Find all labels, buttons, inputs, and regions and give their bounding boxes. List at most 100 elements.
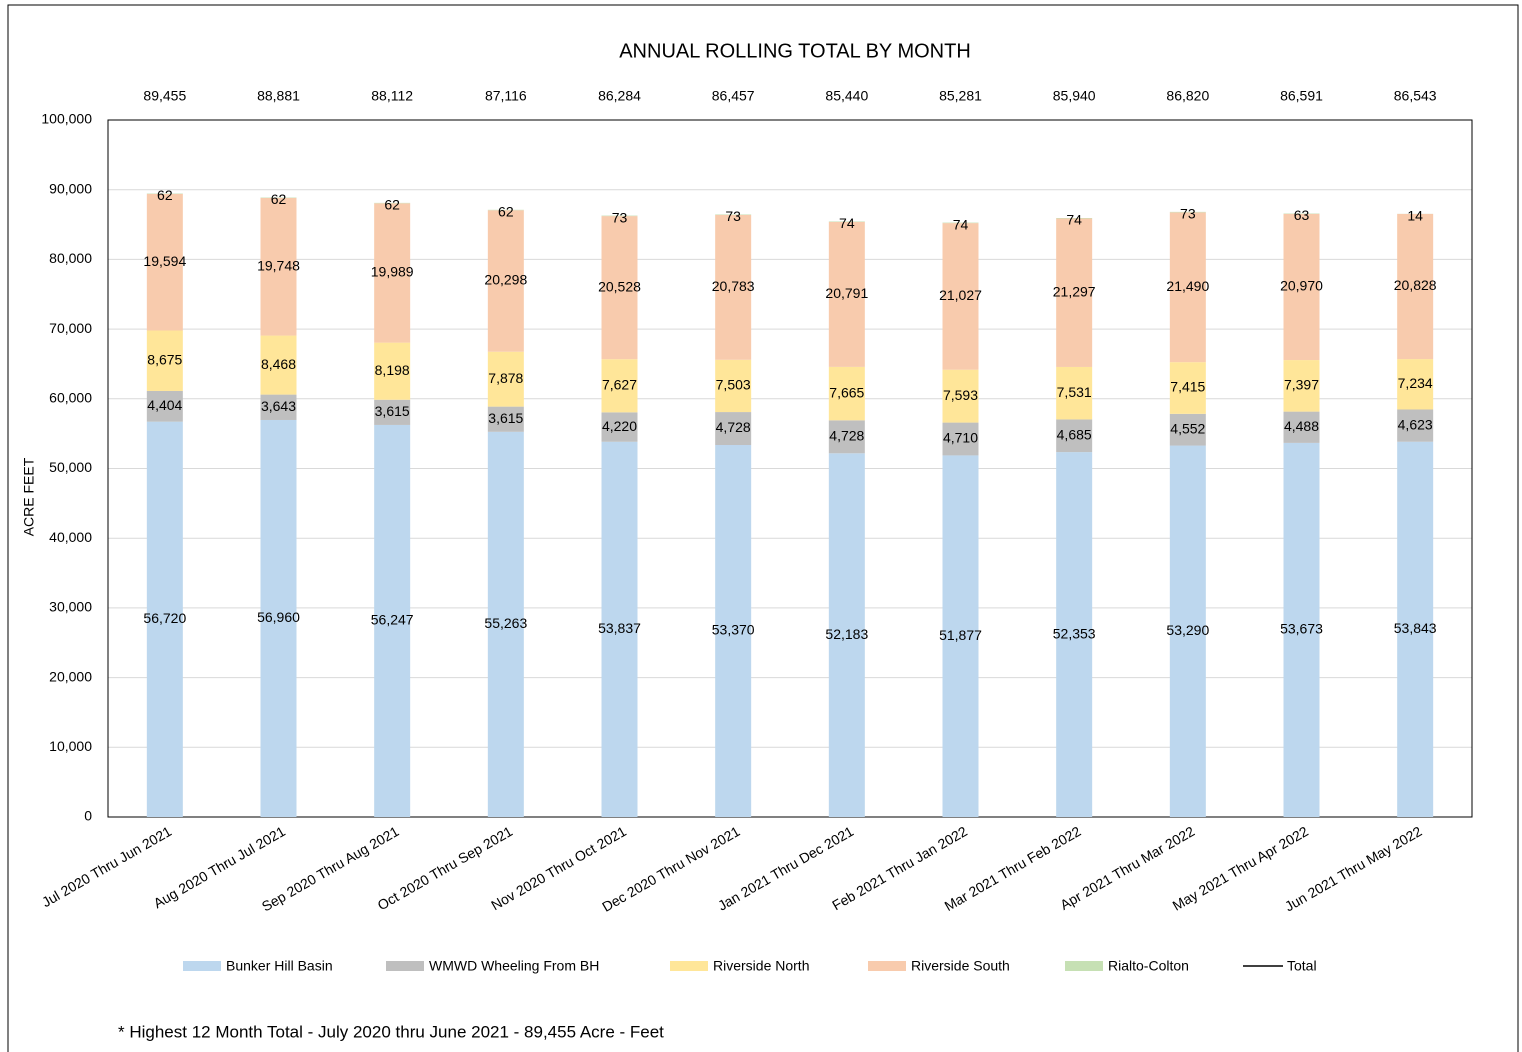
bar-segment xyxy=(1283,360,1320,412)
bar-segment xyxy=(828,221,865,222)
bar-segment xyxy=(942,222,979,224)
data-label: 73 xyxy=(612,209,628,225)
data-label: 4,728 xyxy=(716,419,751,435)
data-label: 7,234 xyxy=(1398,375,1433,391)
y-tick-label: 50,000 xyxy=(49,459,92,475)
data-label: 8,675 xyxy=(147,351,182,367)
bar-segment xyxy=(828,420,865,454)
bar-segment xyxy=(1169,362,1206,414)
data-label: 14 xyxy=(1407,208,1423,224)
legend-swatch xyxy=(386,961,424,971)
y-tick-label: 40,000 xyxy=(49,529,92,545)
y-tick-label: 90,000 xyxy=(49,180,92,196)
bar-segment xyxy=(260,335,297,395)
bar-segment xyxy=(828,453,865,817)
data-label: 20,970 xyxy=(1280,278,1323,294)
bar-segment xyxy=(601,412,638,442)
data-label: 53,843 xyxy=(1394,620,1437,636)
data-label: 20,298 xyxy=(484,272,527,288)
data-label: 21,027 xyxy=(939,287,982,303)
total-label: 85,940 xyxy=(1053,88,1096,104)
y-tick-label: 70,000 xyxy=(49,320,92,336)
data-label: 4,488 xyxy=(1284,418,1319,434)
total-label: 89,455 xyxy=(143,88,186,104)
bar-segment xyxy=(374,399,411,425)
data-label: 73 xyxy=(1180,206,1196,222)
data-label: 62 xyxy=(271,191,287,207)
bar-segment xyxy=(942,223,979,370)
bar-segment xyxy=(1397,213,1434,360)
data-label: 20,791 xyxy=(825,285,868,301)
bar-segment xyxy=(1056,217,1093,219)
y-tick-label: 0 xyxy=(84,808,92,824)
legend-swatch xyxy=(868,961,906,971)
plot-border xyxy=(107,119,1473,818)
data-label: 52,353 xyxy=(1053,625,1096,641)
data-label: 8,198 xyxy=(375,362,410,378)
legend-label: Rialto-Colton xyxy=(1108,958,1189,974)
data-label: 53,290 xyxy=(1166,622,1209,638)
total-label: 85,281 xyxy=(939,88,982,104)
legend-label: Bunker Hill Basin xyxy=(226,958,333,974)
data-label: 19,748 xyxy=(257,257,300,273)
total-label: 87,116 xyxy=(485,88,527,104)
bar-segment xyxy=(1056,218,1093,367)
data-label: 7,415 xyxy=(1170,379,1205,395)
data-label: 52,183 xyxy=(825,626,868,642)
total-label: 85,440 xyxy=(825,88,868,104)
data-label: 21,490 xyxy=(1166,278,1209,294)
data-label: 3,643 xyxy=(261,398,296,414)
y-tick-label: 20,000 xyxy=(49,668,92,684)
data-label: 7,627 xyxy=(602,376,637,392)
bar-segment xyxy=(1056,419,1093,453)
data-label: 19,594 xyxy=(143,253,186,269)
data-label: 7,878 xyxy=(488,370,523,386)
data-label: 51,877 xyxy=(939,627,982,643)
data-label: 7,503 xyxy=(716,377,751,393)
bar-segment xyxy=(715,214,752,215)
bar-segment xyxy=(1397,409,1434,442)
bar-segment xyxy=(715,445,752,817)
bar-segment xyxy=(715,359,752,413)
total-label: 88,881 xyxy=(257,88,300,104)
bar-segment xyxy=(1169,211,1206,213)
data-label: 62 xyxy=(384,197,400,213)
bar-segment xyxy=(601,441,638,817)
data-label: 20,783 xyxy=(712,278,755,294)
data-label: 56,720 xyxy=(143,610,186,626)
data-label: 4,685 xyxy=(1057,426,1092,442)
bar-segment xyxy=(1169,413,1206,446)
bar-segment xyxy=(146,421,183,817)
bar-segment xyxy=(487,351,524,407)
bar-segment xyxy=(601,216,638,360)
bar-segment xyxy=(715,412,752,446)
bar-segment xyxy=(1056,366,1093,420)
y-tick-label: 60,000 xyxy=(49,390,92,406)
data-label: 20,828 xyxy=(1394,277,1437,293)
bar-segment xyxy=(487,406,524,432)
legend-label: Riverside North xyxy=(713,958,809,974)
data-label: 4,728 xyxy=(829,428,864,444)
y-tick-label: 80,000 xyxy=(49,250,92,266)
data-label: 21,297 xyxy=(1053,283,1096,299)
bar-segment xyxy=(487,210,524,352)
bar-segment xyxy=(1169,212,1206,363)
legend-swatch xyxy=(670,961,708,971)
data-label: 20,528 xyxy=(598,278,641,294)
chart-title: ANNUAL ROLLING TOTAL BY MONTH xyxy=(619,40,971,62)
bar-segment xyxy=(715,214,752,360)
bar-segment xyxy=(374,342,411,400)
data-label: 56,247 xyxy=(371,612,414,628)
bar-segment xyxy=(942,369,979,423)
bar-segment xyxy=(260,419,297,817)
bar-segment xyxy=(828,221,865,367)
y-axis-label: ACRE FEET xyxy=(21,457,37,536)
legend-label: Riverside South xyxy=(911,958,1010,974)
bar-segment xyxy=(374,424,411,817)
data-label: 55,263 xyxy=(484,615,527,631)
bar-segment xyxy=(1056,452,1093,817)
legend-label: WMWD Wheeling From BH xyxy=(429,958,599,974)
total-label: 86,543 xyxy=(1394,88,1437,104)
data-label: 4,404 xyxy=(147,397,182,413)
